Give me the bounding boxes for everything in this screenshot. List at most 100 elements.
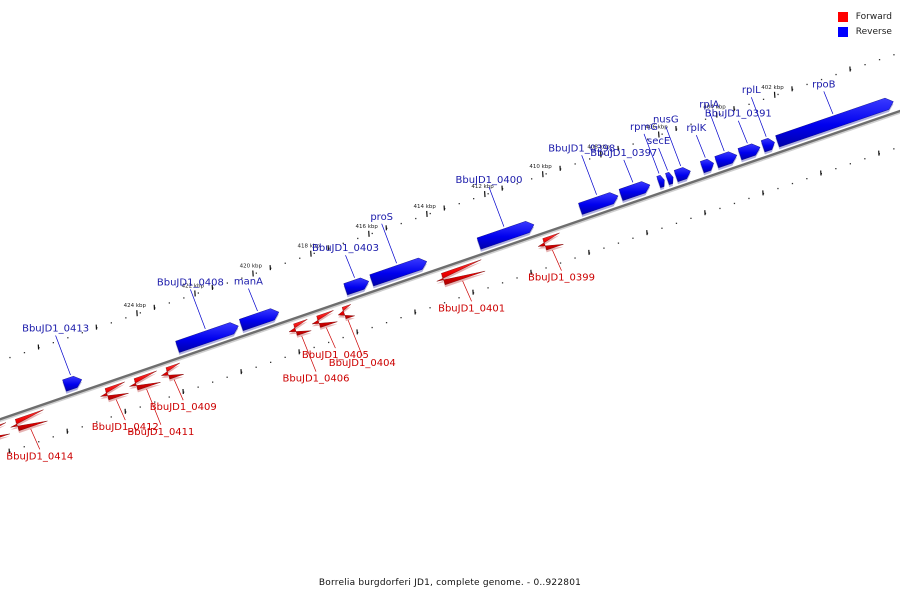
- gene-body: [311, 310, 338, 328]
- ruler-dot-upper: [864, 64, 866, 66]
- gene-arrow-BbuJD1_0412[interactable]: [100, 381, 129, 403]
- gene-label[interactable]: BbuJD1_0404: [329, 358, 396, 369]
- gene-label[interactable]: rplA: [699, 100, 719, 111]
- ruler-dot-upper: [168, 302, 170, 304]
- gene-leader-line: [623, 159, 634, 183]
- ruler-dot-lower: [400, 317, 402, 319]
- gene-arrow-rplA[interactable]: [714, 151, 738, 171]
- gene-label[interactable]: BbuJD1_0412: [92, 422, 159, 433]
- gene-arrow-rpmG[interactable]: [656, 174, 665, 191]
- gene-body: [369, 257, 428, 287]
- ruler-dot-upper: [487, 193, 489, 195]
- ruler-dot-lower: [270, 361, 272, 363]
- gene-arrow-BbuJD1_0397[interactable]: [618, 181, 651, 204]
- ruler-dot-lower: [342, 336, 344, 339]
- ruler-dot-lower: [835, 168, 837, 170]
- gene-shadow: [312, 312, 338, 330]
- gene-leader-line: [695, 134, 706, 158]
- ruler-dot-upper: [690, 123, 692, 125]
- gene-arrow-BbuJD1_0409[interactable]: [160, 362, 184, 382]
- ruler-dot-lower: [139, 406, 141, 408]
- gene-leader-line: [345, 255, 355, 278]
- ruler-dot-lower: [328, 341, 330, 344]
- gene-label[interactable]: manA: [234, 277, 263, 288]
- gene-label[interactable]: BbuJD1_0406: [282, 374, 349, 385]
- gene-arrow-secE[interactable]: [665, 171, 674, 188]
- gene-label[interactable]: BbuJD1_0399: [528, 273, 595, 284]
- gene-label[interactable]: BbuJD1_0411: [127, 427, 194, 438]
- ruler-dot-lower: [429, 307, 431, 309]
- ruler-dot-upper: [893, 54, 895, 56]
- gene-label[interactable]: BbuJD1_0408: [157, 277, 224, 288]
- gene-body: [699, 158, 714, 174]
- gene-label[interactable]: rplL: [742, 85, 761, 96]
- gene-label[interactable]: BbuJD1_0397: [590, 148, 657, 159]
- gene-arrow-BbuJD1_0398[interactable]: [578, 192, 619, 217]
- gene-label[interactable]: rpmG: [630, 122, 658, 133]
- ruler-dot-upper: [67, 337, 69, 339]
- ruler-dot-lower: [733, 202, 736, 205]
- ruler-dot-lower: [96, 421, 98, 423]
- gene-label[interactable]: proS: [370, 212, 393, 223]
- gene-label[interactable]: BbuJD1_0403: [312, 243, 379, 254]
- gene-arrow-BbuJD1_0403[interactable]: [343, 277, 370, 298]
- gene-arrow-BbuJD1_0413[interactable]: [62, 375, 83, 394]
- ruler-dot-lower: [443, 302, 446, 304]
- gene-arrow-BbuJD1_0399[interactable]: [538, 232, 564, 253]
- legend-forward-label: Forward: [855, 11, 892, 22]
- gene-arrow-rplK[interactable]: [699, 158, 714, 176]
- gene-body: [10, 409, 48, 431]
- axis-tick-label: 410 kbp: [529, 164, 552, 170]
- ruler-dot-upper: [603, 153, 605, 155]
- axis-tick-label: 424 kbp: [124, 303, 147, 309]
- gene-arrow-BbuJD1_0408[interactable]: [175, 322, 239, 355]
- gene-label[interactable]: rplK: [686, 123, 706, 134]
- ruler-dot-lower: [212, 381, 214, 383]
- gene-label[interactable]: BbuJD1_0391: [705, 109, 772, 120]
- gene-arrow-BbuJD1_0405[interactable]: [311, 310, 338, 330]
- ruler-dot-lower: [574, 257, 576, 259]
- gene-arrow-BbuJD1_0414[interactable]: [10, 409, 48, 434]
- gene-leader-line: [665, 126, 682, 167]
- ruler-dot-upper: [473, 198, 475, 200]
- gene-arrow-BbuJD1_0404[interactable]: [337, 304, 355, 322]
- gene-arrow-manA[interactable]: [239, 308, 280, 334]
- gene-body: [737, 143, 761, 161]
- backbone-line: [0, 109, 900, 421]
- gene-label[interactable]: BbuJD1_0400: [455, 175, 522, 186]
- gene-label[interactable]: BbuJD1_0409: [150, 402, 217, 413]
- gene-label[interactable]: nusG: [653, 115, 679, 126]
- ruler-dot-upper: [719, 113, 721, 115]
- ruler-dot-lower: [690, 217, 692, 219]
- reverse-swatch: [837, 26, 848, 37]
- gene-arrow-BbuJD1_0391[interactable]: [737, 143, 761, 163]
- ruler-dot-upper: [589, 158, 591, 160]
- gene-label[interactable]: BbuJD1_0414: [6, 451, 73, 462]
- gene-shadow: [161, 365, 184, 382]
- gene-arrow-BbuJD1_0411[interactable]: [129, 370, 161, 393]
- gene-features: [0, 97, 894, 445]
- gene-leader-line: [173, 379, 184, 401]
- gene-arrow-rplL[interactable]: [760, 137, 775, 155]
- gene-label[interactable]: BbuJD1_0401: [438, 303, 505, 314]
- map-caption: Borrelia burgdorferi JD1, complete genom…: [318, 578, 582, 588]
- gene-arrow-BbuJD1_0400[interactable]: [476, 221, 535, 252]
- gene-arrow-BbuJD1_0401[interactable]: [436, 259, 486, 288]
- ruler-dot-lower: [864, 158, 866, 160]
- gene-arrow-proS[interactable]: [369, 257, 428, 289]
- ruler-dot-upper: [110, 322, 112, 324]
- ruler-dot-lower: [313, 346, 315, 349]
- gene-label[interactable]: BbuJD1_0398: [548, 143, 615, 154]
- gene-label[interactable]: BbuJD1_0405: [302, 350, 369, 361]
- gene-label[interactable]: BbuJD1_0413: [22, 324, 89, 335]
- gene-label[interactable]: secE: [647, 136, 670, 147]
- gene-label[interactable]: rpoB: [812, 79, 836, 90]
- gene-arrow-nusG[interactable]: [673, 167, 691, 185]
- ruler-dot-upper: [835, 73, 837, 76]
- gene-arrow-rpoB[interactable]: [775, 97, 894, 150]
- ruler-dot-lower: [38, 441, 40, 443]
- gene-arrow-unnamed[interactable]: [0, 422, 10, 445]
- gene-arrow-BbuJD1_0406[interactable]: [288, 319, 312, 338]
- gene-body: [100, 381, 129, 401]
- ruler-dot-lower: [777, 187, 779, 190]
